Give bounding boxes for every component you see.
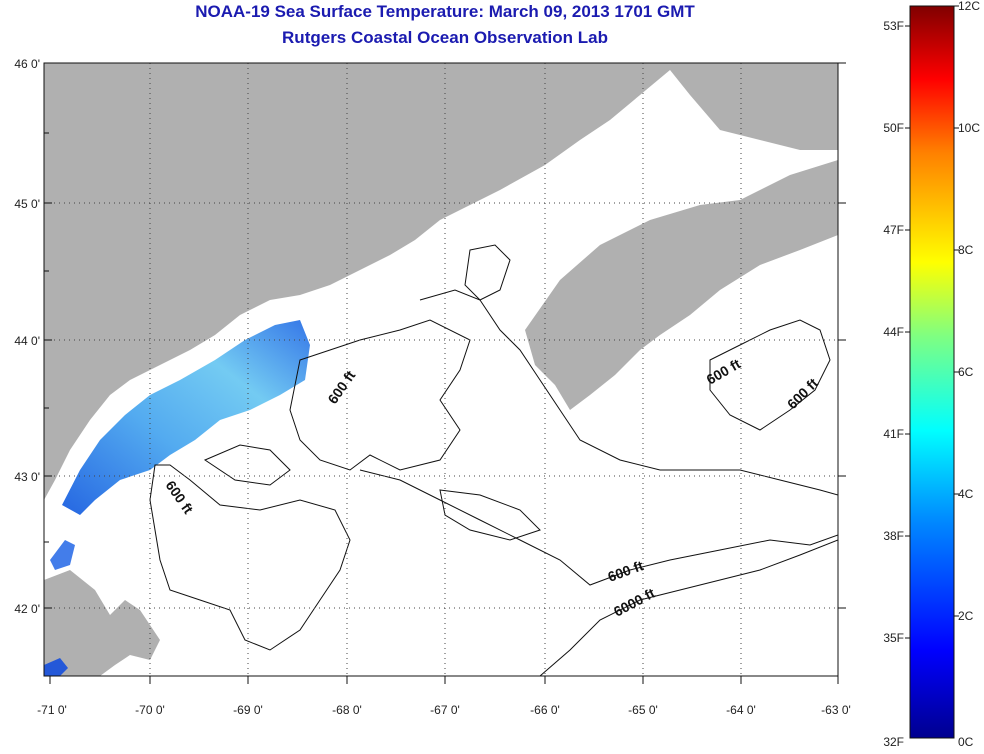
colorbar-f-label: 47F — [883, 223, 904, 237]
land-nova-scotia — [525, 160, 838, 410]
colorbar-f-label: 53F — [883, 19, 904, 33]
colorbar-f-label: 50F — [883, 121, 904, 135]
lon-label: -63 0' — [821, 703, 851, 717]
graticule — [44, 63, 838, 676]
lat-label: 45 0' — [14, 197, 40, 211]
lon-label: -67 0' — [430, 703, 460, 717]
lon-label: -71 0' — [37, 703, 67, 717]
colorbar-f-label: 41F — [883, 427, 904, 441]
depth-contours — [149, 244, 838, 676]
sst-pixels-cape — [44, 658, 68, 676]
lat-label: 46 0' — [14, 57, 40, 71]
colorbar-c-label: 0C — [958, 735, 974, 749]
colorbar-c-label: 2C — [958, 609, 974, 623]
colorbar-f-label: 32F — [883, 735, 904, 749]
colorbar-c-label: 8C — [958, 243, 974, 257]
lat-label: 42 0' — [14, 602, 40, 616]
colorbar-ticks — [905, 5, 959, 639]
lat-label: 44 0' — [14, 334, 40, 348]
colorbar-c-label: 10C — [958, 121, 980, 135]
lon-label: -69 0' — [233, 703, 263, 717]
lon-ticks — [49, 676, 839, 684]
sst-pixels-south — [50, 540, 75, 570]
colorbar-c-label: 12C — [958, 0, 980, 13]
colorbar — [909, 5, 955, 739]
map-frame — [43, 62, 839, 677]
map-title: NOAA-19 Sea Surface Temperature: March 0… — [195, 2, 695, 21]
land-mainland — [44, 63, 838, 500]
colorbar-f-label: 38F — [883, 529, 904, 543]
colorbar-c-label: 4C — [958, 487, 974, 501]
colorbar-f-label: 44F — [883, 325, 904, 339]
lat-ticks — [44, 62, 846, 609]
lon-label: -68 0' — [332, 703, 362, 717]
lon-label: -70 0' — [135, 703, 165, 717]
colorbar-f-label: 35F — [883, 631, 904, 645]
lon-label: -64 0' — [726, 703, 756, 717]
lon-label: -65 0' — [628, 703, 658, 717]
lat-label: 43 0' — [14, 470, 40, 484]
lon-label: -66 0' — [530, 703, 560, 717]
land-cape-cod — [44, 570, 160, 676]
map-subtitle: Rutgers Coastal Ocean Observation Lab — [282, 28, 608, 47]
colorbar-c-label: 6C — [958, 365, 974, 379]
